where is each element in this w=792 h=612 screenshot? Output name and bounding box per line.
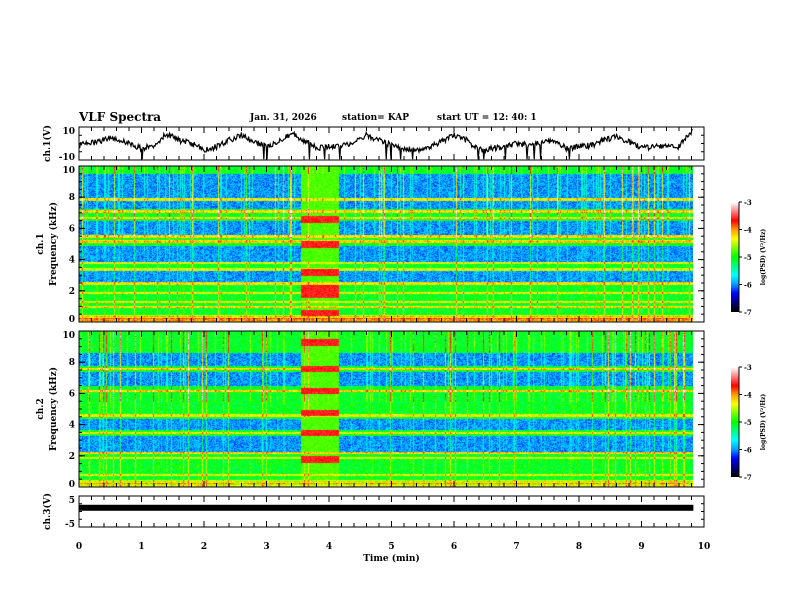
x-tick-label: 8 xyxy=(576,542,582,552)
ch1-colorbar-gradient xyxy=(731,202,739,312)
colorbar-tick-label: -5 xyxy=(744,418,752,427)
y-axis-label-frequency: Frequency (kHz) xyxy=(48,202,59,286)
x-tick-label: 1 xyxy=(138,542,144,552)
y-axis-label-frequency: Frequency (kHz) xyxy=(48,367,59,451)
y-tick-label: 8 xyxy=(69,358,75,368)
y-axis-label-channel: ch.1 xyxy=(36,233,46,254)
y-tick-label: 10 xyxy=(62,127,75,137)
y-tick-label: 10 xyxy=(62,331,75,341)
y-tick-label: 0 xyxy=(69,315,75,325)
x-tick-label: 9 xyxy=(638,542,644,552)
x-tick-label: 6 xyxy=(451,542,457,552)
x-tick-label: 10 xyxy=(698,542,711,552)
ch1-waveform-line xyxy=(78,128,693,160)
panel-frame-1 xyxy=(78,165,705,323)
chart-title: VLF Spectra xyxy=(79,110,162,124)
x-tick-label: 0 xyxy=(76,542,82,552)
colorbar-tick-label: -6 xyxy=(744,281,752,290)
y-axis-label: ch.1(V) xyxy=(42,125,53,162)
ch3-trace-line xyxy=(79,504,694,511)
y-tick-label: 10 xyxy=(62,166,75,176)
y-tick-label: 4 xyxy=(69,256,75,266)
panel-frame-2 xyxy=(78,330,705,488)
y-axis-label: ch.3(V) xyxy=(42,493,53,530)
colorbar-tick-label: -7 xyxy=(744,308,752,317)
start-time-label: start UT = 12: 40: 1 xyxy=(437,113,537,123)
x-tick-label: 2 xyxy=(201,542,207,552)
colorbar-tick-label: -3 xyxy=(744,363,752,372)
y-tick-label: 2 xyxy=(69,287,75,297)
x-tick-label: 7 xyxy=(513,542,519,552)
y-tick-label: 6 xyxy=(69,389,75,399)
colorbar-tick-label: -6 xyxy=(744,446,752,455)
y-tick-label: 0 xyxy=(69,480,75,490)
colorbar-tick-label: -3 xyxy=(744,198,752,207)
colorbar-label: log(PSD) (V²/Hz) xyxy=(760,229,767,286)
colorbar-tick-label: -7 xyxy=(744,473,752,482)
colorbar-tick-label: -5 xyxy=(744,253,752,262)
x-axis-label: Time (min) xyxy=(363,553,420,564)
x-tick-label: 3 xyxy=(263,542,269,552)
axes-layer: -3 -4 -5 -6 -7 log(PSD) (V²/Hz) -3 -4 -5 -6 -7 log(… xyxy=(36,125,767,564)
ch1-spectrogram-image xyxy=(79,166,693,322)
date-label: Jan. 31, 2026 xyxy=(250,113,317,123)
colorbar-tick-label: -4 xyxy=(744,226,752,235)
y-tick-label: 8 xyxy=(69,193,75,203)
ch2-spectrogram-image xyxy=(79,331,693,487)
y-tick-label: 6 xyxy=(69,224,75,234)
station-label: station= KAP xyxy=(342,113,410,123)
y-tick-label: -10 xyxy=(59,153,75,163)
colorbar-label: log(PSD) (V²/Hz) xyxy=(760,394,767,451)
y-tick-label: -5 xyxy=(65,520,75,530)
ch2-colorbar-gradient xyxy=(731,367,739,477)
y-tick-label: 5 xyxy=(69,496,75,506)
x-tick-label: 4 xyxy=(326,542,332,552)
y-tick-label: 2 xyxy=(69,452,75,462)
colorbar-tick-label: -4 xyxy=(744,391,752,400)
y-tick-label: 4 xyxy=(69,421,75,431)
y-axis-label-channel: ch.2 xyxy=(36,398,46,419)
x-tick-label: 5 xyxy=(388,542,394,552)
